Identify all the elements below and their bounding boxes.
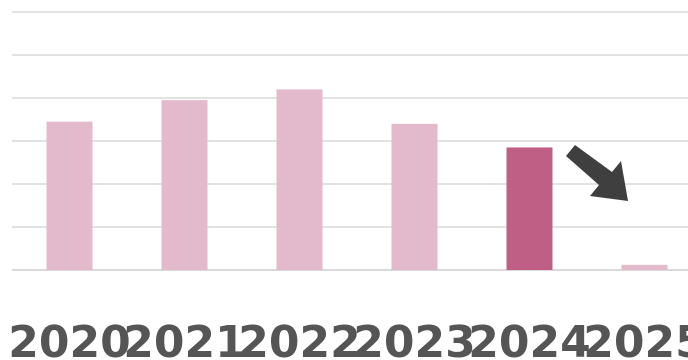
x-tick-label-2023: 2023 bbox=[353, 317, 475, 360]
arrow-down-right-icon bbox=[566, 145, 628, 201]
bar-2024 bbox=[506, 147, 553, 270]
x-tick-label-2025: 2025 bbox=[583, 317, 688, 360]
bar-2023 bbox=[391, 123, 438, 270]
bar-2022 bbox=[276, 89, 323, 271]
gridlines bbox=[12, 11, 688, 271]
x-tick-label-2022: 2022 bbox=[238, 317, 360, 360]
bar-2021 bbox=[161, 100, 208, 271]
x-tick-label-2021: 2021 bbox=[123, 317, 245, 360]
x-tick-label-2020: 2020 bbox=[8, 317, 130, 360]
x-tick-label-2024: 2024 bbox=[468, 317, 590, 360]
x-tick-labels: 202020212022202320242025 bbox=[8, 317, 688, 360]
bar-2025 bbox=[621, 264, 668, 270]
bars bbox=[46, 89, 668, 271]
trend-annotation bbox=[566, 145, 628, 201]
bar-2020 bbox=[46, 121, 93, 271]
